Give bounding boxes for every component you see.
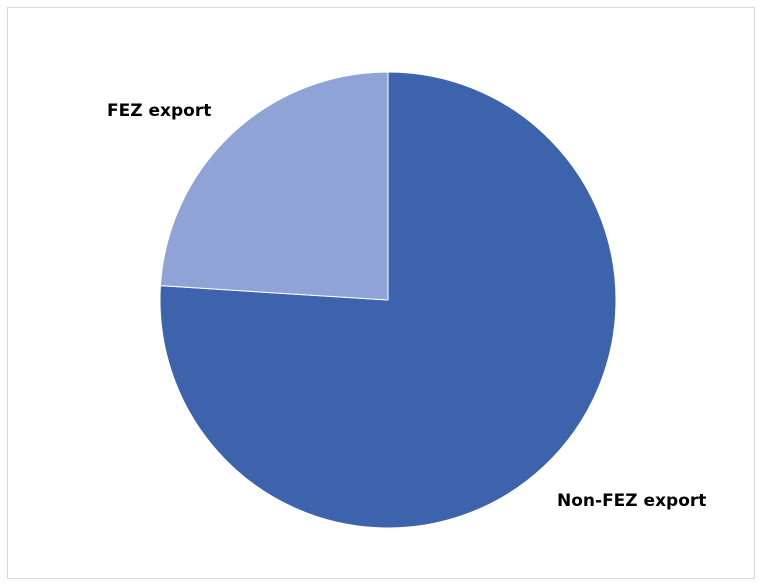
pie-slices <box>159 71 617 529</box>
pie-labels: Non-FEZ export FEZ export <box>107 101 706 511</box>
pie-slice-non-fez-export <box>159 71 617 529</box>
pie-chart: Non-FEZ export FEZ export <box>107 71 706 529</box>
slice-label-fez-export: FEZ export <box>107 101 211 121</box>
pie-slice-fez-export <box>159 71 389 301</box>
slice-label-non-fez-export: Non-FEZ export <box>557 491 706 511</box>
chart-area: Non-FEZ export FEZ export <box>7 7 755 579</box>
